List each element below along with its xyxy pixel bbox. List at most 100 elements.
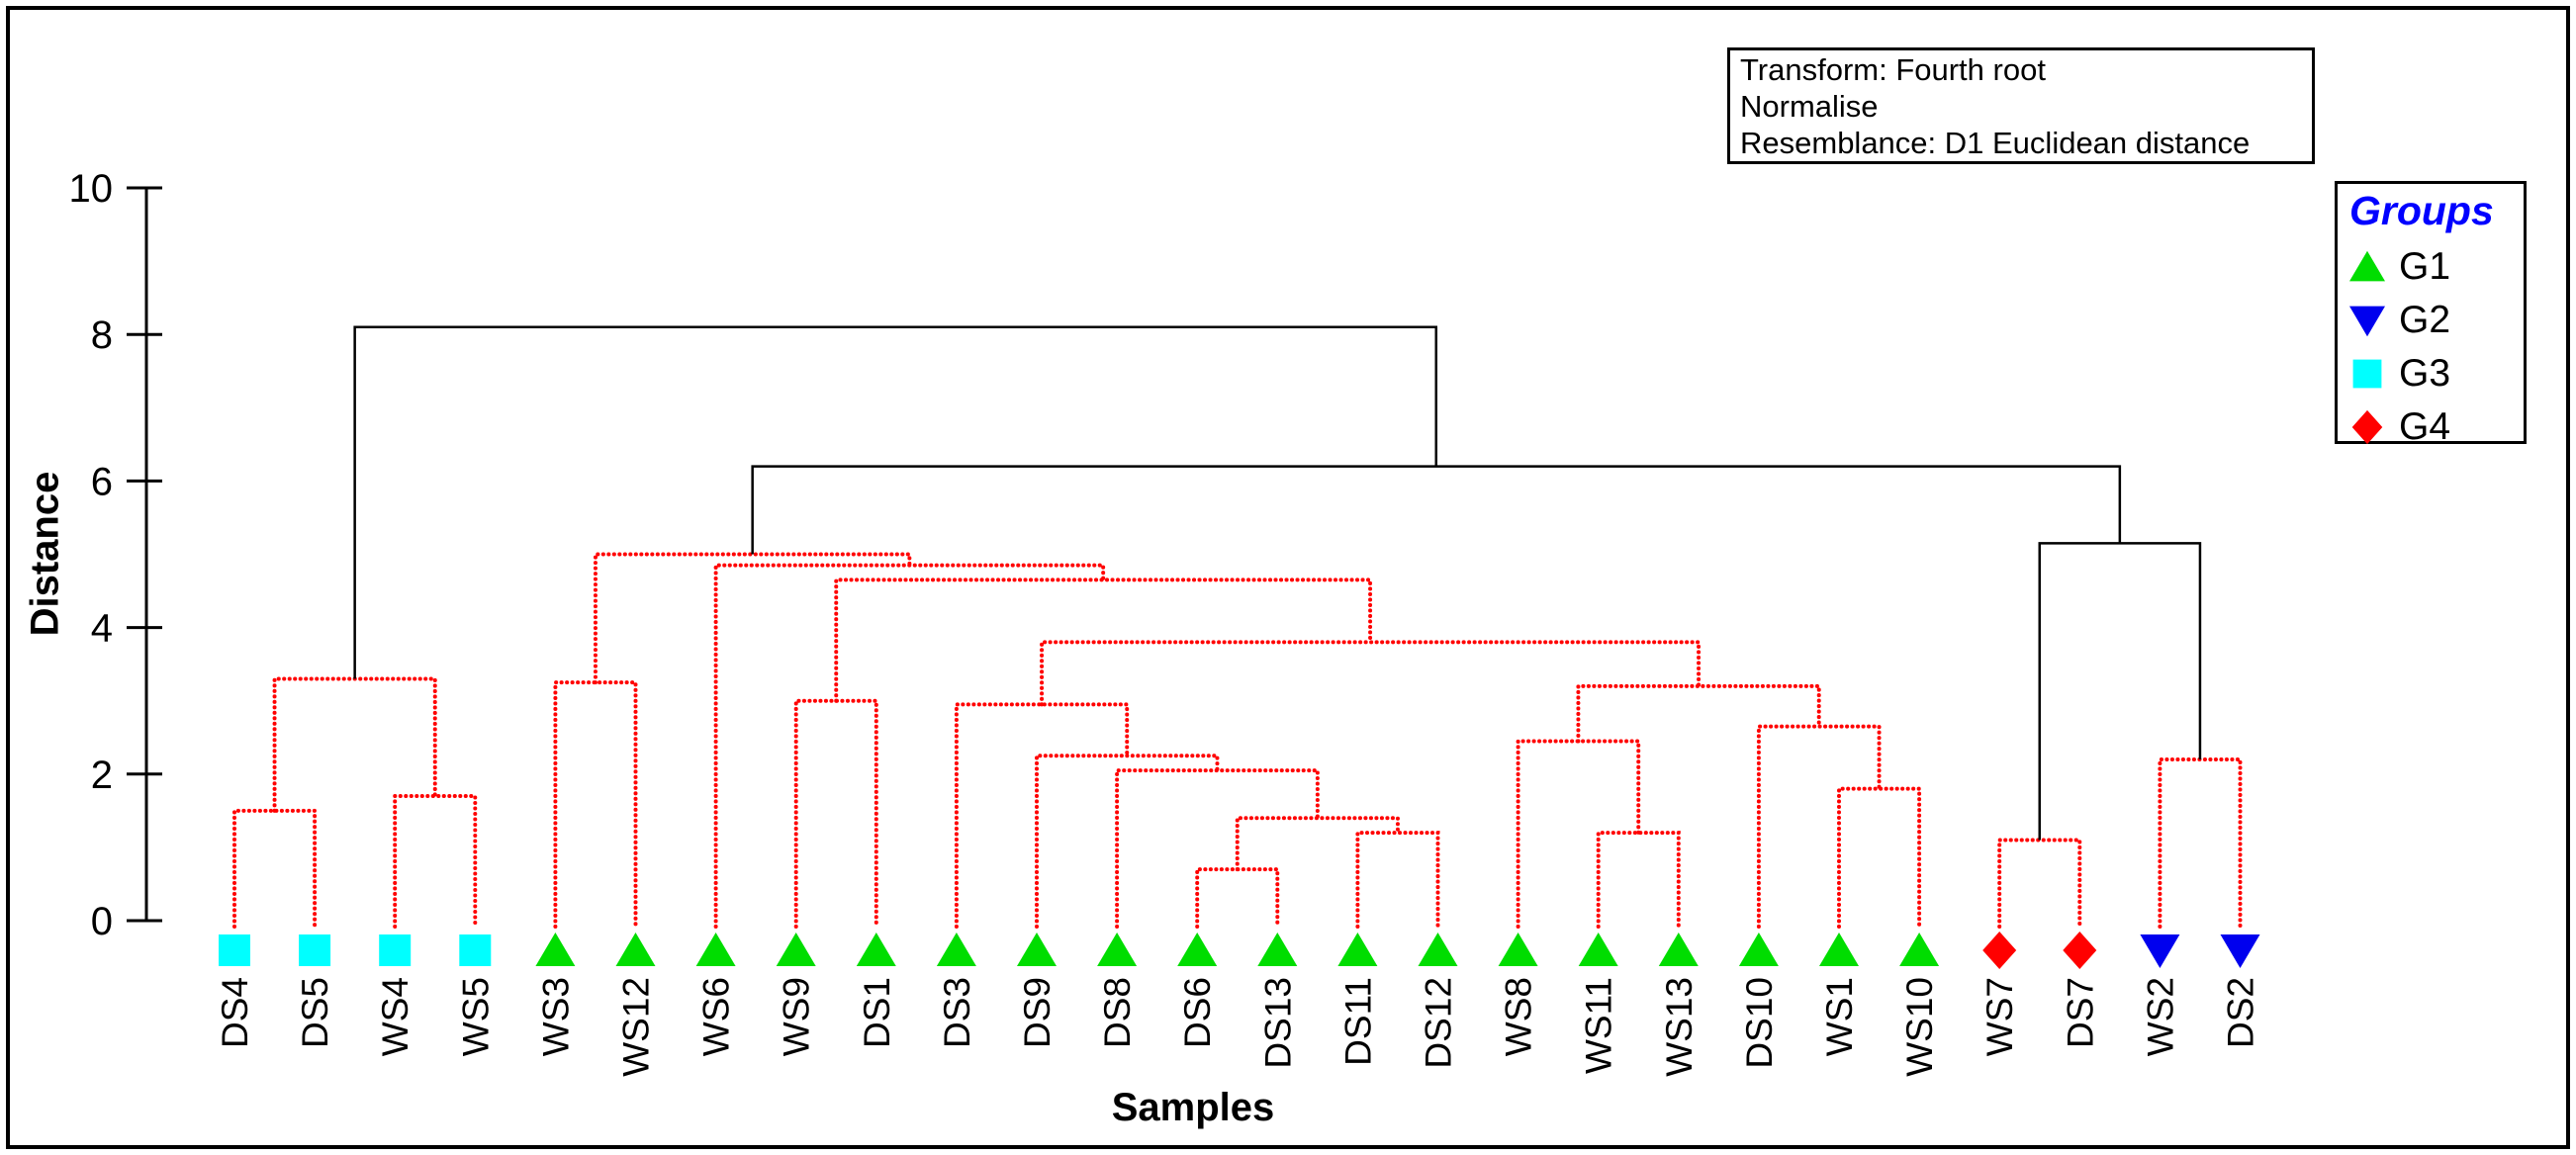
sample-label: WS7 bbox=[1979, 977, 2020, 1056]
square-marker bbox=[459, 934, 492, 966]
dendrogram-links bbox=[232, 325, 2243, 929]
sample-label: DS5 bbox=[295, 977, 335, 1048]
dendrogram-link bbox=[1040, 640, 1702, 707]
y-tick-label: 0 bbox=[91, 900, 113, 943]
triangle-up-marker bbox=[936, 933, 976, 966]
triangle-down-marker bbox=[2220, 934, 2260, 968]
sample-label: WS1 bbox=[1819, 977, 1860, 1056]
sample-label: DS8 bbox=[1097, 977, 1138, 1048]
sample-label: WS3 bbox=[535, 977, 576, 1056]
y-tick-label: 10 bbox=[69, 167, 114, 211]
sample-label: DS10 bbox=[1739, 977, 1780, 1069]
analysis-info-box: Transform: Fourth root Normalise Resembl… bbox=[1727, 47, 2315, 164]
diamond-icon bbox=[2351, 409, 2383, 445]
dendrogram-link bbox=[1596, 831, 1681, 929]
y-axis-title: Distance bbox=[23, 471, 67, 637]
sample-label: WS12 bbox=[615, 977, 656, 1077]
legend-item-g4: G4 bbox=[2349, 400, 2524, 454]
triangle-up-marker bbox=[1418, 933, 1458, 966]
triangle-up-marker bbox=[535, 933, 576, 966]
dendrogram-link bbox=[751, 465, 2122, 555]
sample-label: WS2 bbox=[2140, 977, 2180, 1056]
dendrogram-link bbox=[393, 794, 478, 929]
dendrogram-link bbox=[1837, 786, 1922, 929]
legend-item-label: G1 bbox=[2399, 245, 2451, 288]
info-normalise-line: Normalise bbox=[1740, 88, 1879, 124]
sample-label: WS9 bbox=[777, 977, 817, 1056]
square-marker bbox=[219, 934, 250, 966]
dendrogram-link bbox=[232, 808, 318, 929]
dendrogram-link bbox=[2158, 756, 2243, 929]
triangle-up-marker bbox=[1337, 933, 1378, 966]
triangle-up-marker bbox=[1819, 933, 1859, 966]
legend-item-g1: G1 bbox=[2349, 240, 2524, 294]
triangle-up-marker bbox=[1097, 933, 1138, 966]
sample-label: WS5 bbox=[455, 977, 496, 1056]
diamond-marker bbox=[1982, 932, 2017, 969]
sample-label: DS9 bbox=[1017, 977, 1058, 1048]
dendrogram-link bbox=[553, 680, 638, 929]
sample-label: WS13 bbox=[1659, 977, 1700, 1077]
triangle-up-marker bbox=[1498, 933, 1538, 966]
triangle-up-marker bbox=[695, 933, 736, 966]
y-axis: 0 2 4 6 8 10 bbox=[69, 167, 162, 943]
diamond-marker bbox=[2063, 932, 2097, 969]
dendrogram-link bbox=[1235, 816, 1400, 872]
square-marker bbox=[2352, 359, 2382, 389]
dendrogram-link bbox=[593, 552, 912, 685]
legend-item-label: G3 bbox=[2399, 352, 2451, 395]
dendrogram-link bbox=[713, 563, 1106, 929]
sample-label: DS3 bbox=[937, 977, 977, 1048]
sample-label: DS1 bbox=[857, 977, 897, 1048]
diamond-marker bbox=[2351, 409, 2383, 445]
triangle-up-marker bbox=[856, 933, 896, 966]
dendrogram-link bbox=[1355, 831, 1440, 929]
dendrogram-link bbox=[1035, 754, 1220, 929]
dendrogram-link bbox=[1195, 867, 1280, 929]
sample-label: DS12 bbox=[1418, 977, 1458, 1069]
square-marker bbox=[379, 934, 412, 966]
triangle-up-marker bbox=[1738, 933, 1779, 966]
legend-title: Groups bbox=[2349, 188, 2494, 233]
triangle-up-marker bbox=[1658, 933, 1699, 966]
dendrogram-link bbox=[793, 698, 878, 929]
sample-label: WS4 bbox=[375, 977, 415, 1056]
dendrogram-link bbox=[1115, 768, 1320, 929]
info-transform-line: Transform: Fourth root bbox=[1740, 51, 2046, 87]
dendrogram-link bbox=[1997, 838, 2082, 929]
triangle-up-marker bbox=[1257, 933, 1298, 966]
sample-label: DS2 bbox=[2220, 977, 2260, 1048]
sample-label: DS7 bbox=[2060, 977, 2100, 1048]
y-tick-label: 2 bbox=[91, 754, 113, 797]
triangle-up-marker bbox=[1578, 933, 1618, 966]
sample-label: DS4 bbox=[215, 977, 255, 1048]
dendrogram-link bbox=[353, 325, 1438, 679]
legend-item-g3: G3 bbox=[2349, 347, 2524, 400]
square-marker bbox=[299, 934, 331, 966]
legend-box: Groups G1 G2 G3 G4 bbox=[2335, 181, 2527, 448]
sample-labels: DS4 DS5 WS4 WS5 WS3 WS12 WS6 WS9 DS1 DS3 DS9 DS8 DS6… bbox=[215, 977, 2260, 1077]
sample-markers bbox=[219, 932, 2260, 969]
dendrogram-link bbox=[272, 676, 437, 813]
triangle-up-marker bbox=[2349, 250, 2385, 282]
triangle-up-marker bbox=[1899, 933, 1940, 966]
triangle-down-marker bbox=[2140, 934, 2180, 968]
dendrogram-link bbox=[1756, 724, 1882, 929]
x-axis-title: Samples bbox=[1111, 1086, 1275, 1129]
y-tick-label: 6 bbox=[91, 460, 113, 503]
sample-label: DS6 bbox=[1177, 977, 1218, 1048]
triangle-up-marker bbox=[1177, 933, 1218, 966]
y-tick-label: 8 bbox=[91, 313, 113, 357]
triangle-up-icon bbox=[2349, 250, 2385, 282]
sample-label: DS13 bbox=[1257, 977, 1298, 1069]
triangle-down-icon bbox=[2349, 306, 2385, 337]
triangle-down-marker bbox=[2349, 306, 2385, 337]
info-resemblance-line: Resemblance: D1 Euclidean distance bbox=[1740, 125, 2251, 160]
triangle-up-marker bbox=[776, 933, 816, 966]
dendrogram-link bbox=[954, 702, 1130, 929]
legend-items: G1 G2 G3 G4 bbox=[2349, 240, 2524, 454]
sample-label: WS11 bbox=[1579, 977, 1619, 1074]
square-icon bbox=[2352, 359, 2382, 389]
